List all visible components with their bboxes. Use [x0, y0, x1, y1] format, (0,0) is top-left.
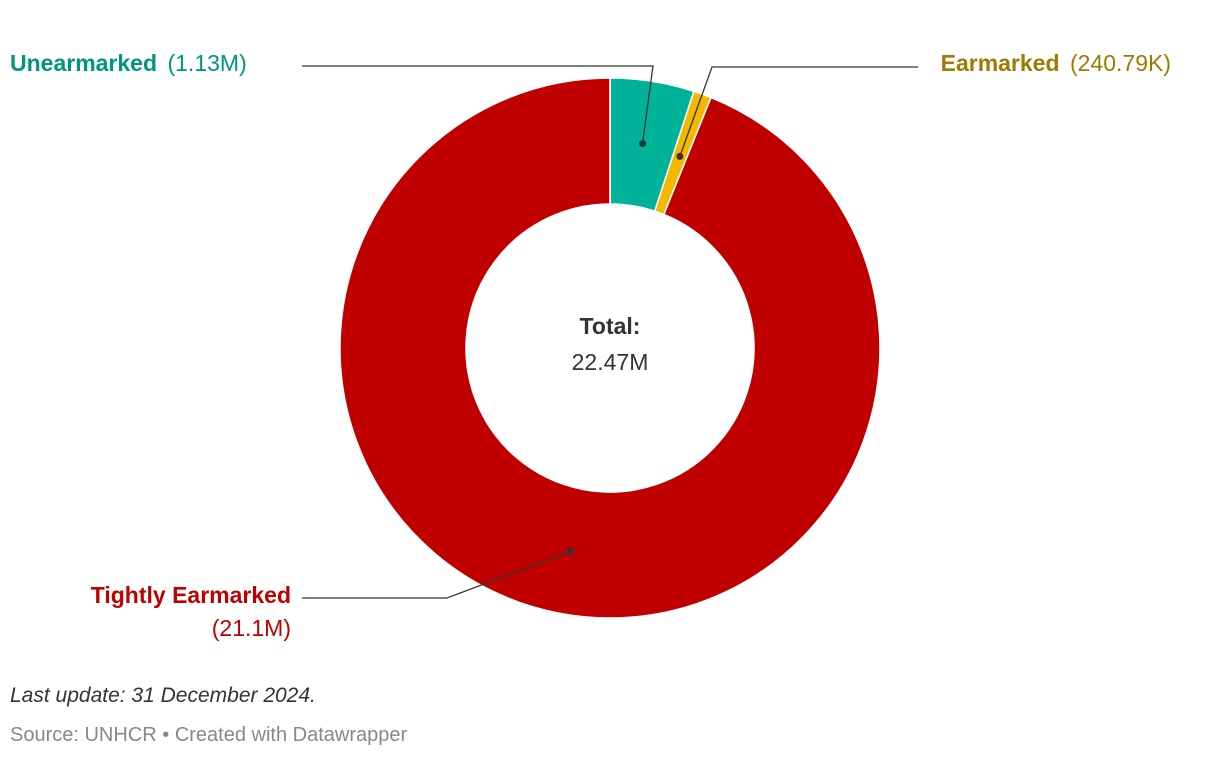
donut-chart: Unearmarked (1.13M) Earmarked (240.79K) …	[10, 50, 1171, 641]
center-total: 22.47M	[572, 349, 649, 375]
slice-name-unearmarked: Unearmarked	[10, 50, 157, 76]
leader-line-unearmarked	[302, 65, 654, 144]
source-credit: Source: UNHCR • Created with Datawrapper	[10, 724, 408, 746]
donut-slices	[339, 77, 881, 619]
slice-value-tightly-earmarked: (21.1M)	[212, 615, 291, 641]
leader-lines	[302, 65, 918, 599]
slice-name-tightly-earmarked: Tightly Earmarked	[91, 582, 291, 608]
leader-dot-earmarked	[676, 152, 684, 160]
slice-label-unearmarked: Unearmarked (1.13M)	[10, 50, 247, 76]
slice-name-earmarked: Earmarked	[941, 50, 1060, 76]
leader-dot-tightly-earmarked	[567, 547, 575, 555]
slice-value-unearmarked: (1.13M)	[167, 50, 246, 76]
last-update-note: Last update: 31 December 2024.	[10, 684, 316, 707]
leader-dot-unearmarked	[639, 140, 647, 148]
leader-line-earmarked	[679, 66, 918, 157]
leader-line-tightly-earmarked	[302, 550, 571, 599]
slice-value-earmarked: (240.79K)	[1070, 50, 1171, 76]
slice-label-earmarked: Earmarked (240.79K)	[941, 50, 1171, 76]
center-title: Total:	[580, 313, 641, 339]
slice-tightly-earmarked	[339, 77, 881, 619]
